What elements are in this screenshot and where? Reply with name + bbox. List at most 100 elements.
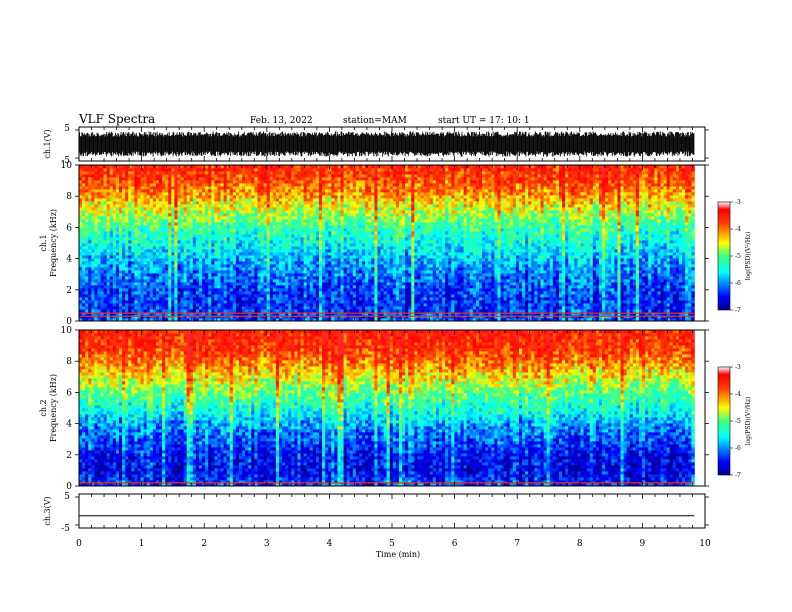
spectrogram-cell: [134, 267, 138, 271]
spectrogram-cell: [275, 195, 280, 199]
spectrogram-cell: [208, 273, 212, 277]
spectrogram-cell: [82, 207, 86, 211]
spectrogram-cell: [189, 186, 194, 190]
spectrogram-cell: [131, 180, 135, 184]
spectrogram-cell: [254, 225, 258, 229]
spectrogram-cell: [134, 165, 138, 169]
spectrogram-cell: [306, 189, 311, 193]
spectrogram-cell: [269, 171, 274, 175]
spectrogram-cell: [171, 213, 175, 217]
spectrogram-cell: [238, 237, 243, 241]
spectrogram-cell: [214, 237, 218, 241]
spectrogram-cell: [309, 294, 314, 298]
spectrogram-cell: [159, 246, 163, 250]
spectrogram-cell: [291, 201, 295, 205]
spectrogram-cell: [128, 186, 132, 190]
spectrogram-cell: [278, 318, 283, 322]
spectrogram-cell: [315, 246, 320, 250]
spectrogram-cell: [269, 258, 274, 262]
spectrogram-cell: [82, 165, 86, 169]
spectrogram-cell: [266, 282, 271, 286]
spectrogram-cell: [282, 261, 286, 265]
spectrogram-cell: [220, 192, 225, 196]
spectrogram-cell: [162, 165, 166, 169]
spectrogram-cell: [260, 171, 265, 175]
spectrogram-cell: [115, 288, 120, 292]
spectrogram-cell: [282, 198, 286, 202]
spectrogram-cell: [103, 195, 108, 199]
spectrogram-cell: [171, 237, 175, 241]
spectrogram-cell: [174, 177, 178, 181]
spectrogram-cell: [97, 309, 101, 313]
spectrogram-cell: [171, 264, 175, 268]
spectrogram-cell: [208, 183, 212, 187]
panel-waveform-ch1: 5 -5 ch.1(V): [43, 124, 709, 166]
spectrogram-cell: [300, 273, 305, 277]
spectrogram-cell: [220, 267, 225, 271]
spectrogram-cell: [180, 180, 185, 184]
spectrogram-cell: [94, 282, 98, 286]
spectrogram-cell: [128, 318, 132, 322]
spectrogram-cell: [112, 207, 117, 211]
spectrogram-cell: [208, 210, 212, 214]
spectrogram-cell: [220, 165, 225, 169]
spectrogram-cell: [291, 216, 295, 220]
spectrogram-cell: [137, 246, 141, 250]
spectrogram-cell: [146, 318, 151, 322]
spectrogram-cell: [140, 303, 145, 307]
spectrogram-cell: [152, 165, 157, 169]
spectrogram-cell: [192, 198, 197, 202]
spectrogram-cell: [220, 297, 225, 301]
spectrogram-cell: [285, 204, 289, 208]
spectrogram-cell: [85, 255, 89, 259]
spectrogram-cell: [245, 306, 249, 310]
spectrogram-cell: [238, 252, 243, 256]
spectrogram-cell: [248, 198, 252, 202]
spectrogram-cell: [106, 249, 111, 253]
spectrogram-cell: [242, 228, 246, 232]
spectrogram-cell: [202, 258, 206, 262]
spectrogram-cell: [109, 186, 114, 190]
spectrogram-cell: [122, 189, 126, 193]
spectrogram-cell: [100, 219, 105, 223]
spectrogram-cell: [119, 252, 123, 256]
spectrogram-cell: [238, 264, 243, 268]
spectrogram-cell: [152, 255, 157, 259]
spectrogram-cell: [140, 228, 145, 232]
spectrogram-cell: [165, 183, 169, 187]
spectrogram-cell: [312, 267, 317, 271]
spectrogram-cell: [189, 279, 194, 283]
spectrogram-cell: [119, 177, 123, 181]
spectrogram-cell: [269, 252, 274, 256]
spectrogram-cell: [257, 273, 261, 277]
spectrogram-cell: [131, 300, 135, 304]
spectrogram-cell: [155, 234, 160, 238]
spectrogram-cell: [131, 219, 135, 223]
spectrogram-cell: [248, 225, 252, 229]
spectrogram-cell: [220, 261, 225, 265]
spectrogram-cell: [165, 234, 169, 238]
spectrogram-cell: [137, 279, 141, 283]
spectrogram-cell: [303, 258, 308, 262]
spectrogram-cell: [79, 228, 83, 232]
spectrogram-cell: [288, 291, 292, 295]
spectrogram-cell: [168, 306, 172, 310]
spectrogram-cell: [282, 177, 286, 181]
spectrogram-cell: [282, 309, 286, 313]
spectrogram-cell: [214, 225, 218, 229]
spectrogram-cell: [198, 246, 203, 250]
spectrogram-cell: [315, 228, 320, 232]
spectrogram-cell: [306, 318, 311, 322]
spectrogram-cell: [143, 165, 148, 169]
spectrogram-cell: [177, 234, 181, 238]
spectrogram-cell: [300, 300, 305, 304]
spectrogram-cell: [309, 222, 314, 226]
spectrogram-cell: [88, 165, 92, 169]
spectrogram-cell: [155, 303, 160, 307]
spectrogram-cell: [106, 165, 111, 169]
spectrogram-cell: [217, 195, 221, 199]
spectrogram-cell: [137, 231, 141, 235]
spectrogram-cell: [131, 234, 135, 238]
spectrogram-cell: [168, 192, 172, 196]
spectrogram-cell: [122, 228, 126, 232]
